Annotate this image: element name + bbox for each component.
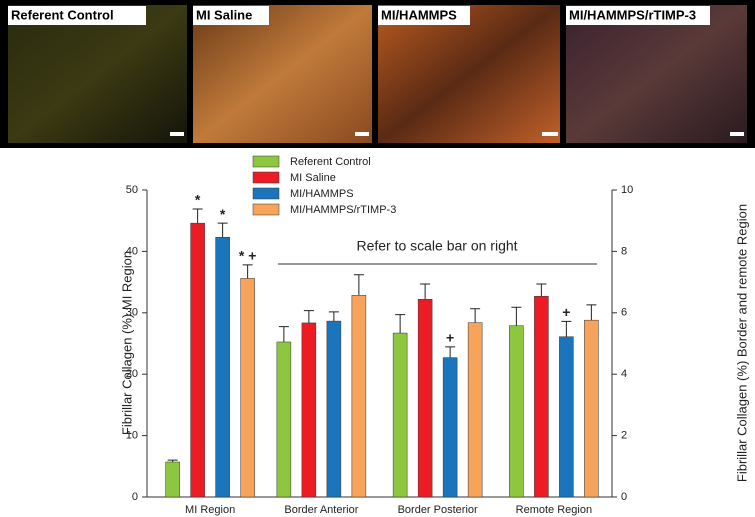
- y2-tick-label: 0: [621, 491, 627, 503]
- legend-label: MI/HAMMPS: [290, 188, 354, 200]
- label-box: [378, 6, 470, 25]
- error-bar: [586, 304, 597, 321]
- scale-bar: [355, 132, 369, 136]
- error-bar: [395, 314, 406, 334]
- x-tick-label: MI Region: [185, 504, 235, 516]
- y2-axis-title: Fibrillar Collagen (%) Border and remote…: [734, 204, 749, 482]
- y-axis-title: Fibrillar Collagen (%) MI Region: [119, 251, 134, 435]
- bar: [559, 336, 574, 498]
- scale-bar: [170, 132, 184, 136]
- scale-bar: [542, 132, 558, 136]
- bar: [417, 299, 433, 498]
- bar: [165, 461, 180, 498]
- scale-bar: [730, 132, 744, 136]
- bar: [276, 341, 292, 498]
- micrographs: Referent Control MI Saline MI/HAMMPS MI/…: [8, 5, 747, 143]
- error-bar: [511, 306, 522, 326]
- bar: [326, 320, 342, 498]
- micrograph: [378, 5, 560, 143]
- significance-marker: *: [220, 206, 226, 222]
- legend-swatch: [252, 187, 280, 200]
- micrograph: [193, 5, 372, 143]
- legend-swatch: [252, 171, 280, 184]
- bar: [301, 322, 317, 498]
- legend-label: Referent Control: [290, 156, 371, 168]
- bar: [215, 237, 230, 498]
- significance-marker: +: [446, 330, 454, 346]
- panel-label: MI/HAMMPS: [381, 7, 457, 22]
- error-bar: [217, 222, 228, 238]
- y-tick-label: 30: [126, 307, 138, 319]
- error-bar: [561, 320, 572, 337]
- error-bar: [470, 308, 481, 323]
- bar: [534, 295, 549, 498]
- micrograph: [566, 5, 747, 143]
- x-tick-label: Border Posterior: [398, 504, 478, 516]
- micrograph: [8, 5, 187, 143]
- error-bar: [242, 264, 253, 279]
- y2-tick-label: 8: [621, 245, 627, 257]
- bar: [509, 325, 524, 498]
- annotation: Refer to scale bar on right: [356, 238, 517, 254]
- y2-tick-label: 10: [621, 184, 633, 196]
- y-tick-label: 0: [132, 491, 138, 503]
- bar: [240, 278, 255, 498]
- error-bar: [536, 283, 547, 297]
- legend-label: MI Saline: [290, 172, 336, 184]
- y-tick-label: 40: [126, 245, 138, 257]
- y-tick-label: 20: [126, 368, 138, 380]
- panel-label: MI Saline: [196, 7, 252, 22]
- label-box: [8, 6, 146, 25]
- y-tick-label: 50: [126, 184, 138, 196]
- error-bar: [445, 346, 456, 358]
- error-bar: [167, 459, 178, 463]
- label-box: [566, 6, 710, 25]
- legend-label: MI/HAMMPS/rTIMP-3: [290, 204, 396, 216]
- bar: [442, 357, 458, 498]
- bar: [584, 319, 599, 498]
- panel-label: MI/HAMMPS/rTIMP-3: [569, 7, 696, 22]
- y-tick-label: 10: [126, 430, 138, 442]
- error-bar: [278, 326, 289, 342]
- x-tick-label: Border Anterior: [284, 504, 358, 516]
- x-tick-label: Remote Region: [516, 504, 592, 516]
- error-bar: [328, 311, 339, 322]
- significance-marker: *: [195, 192, 201, 208]
- bar: [467, 322, 483, 498]
- legend-swatch: [252, 203, 280, 216]
- significance-marker: +: [562, 304, 570, 320]
- label-box: [193, 6, 269, 25]
- error-bar: [303, 310, 314, 323]
- y2-tick-label: 4: [621, 368, 627, 380]
- panel-label: Referent Control: [11, 7, 114, 22]
- bar: [351, 295, 367, 498]
- legend-swatch: [252, 155, 280, 168]
- significance-marker: * +: [239, 248, 257, 264]
- error-bar: [420, 283, 431, 300]
- y2-tick-label: 2: [621, 430, 627, 442]
- error-bar: [353, 274, 364, 296]
- y2-tick-label: 6: [621, 307, 627, 319]
- bar: [392, 332, 408, 498]
- bar: [190, 222, 205, 498]
- error-bar: [192, 208, 203, 224]
